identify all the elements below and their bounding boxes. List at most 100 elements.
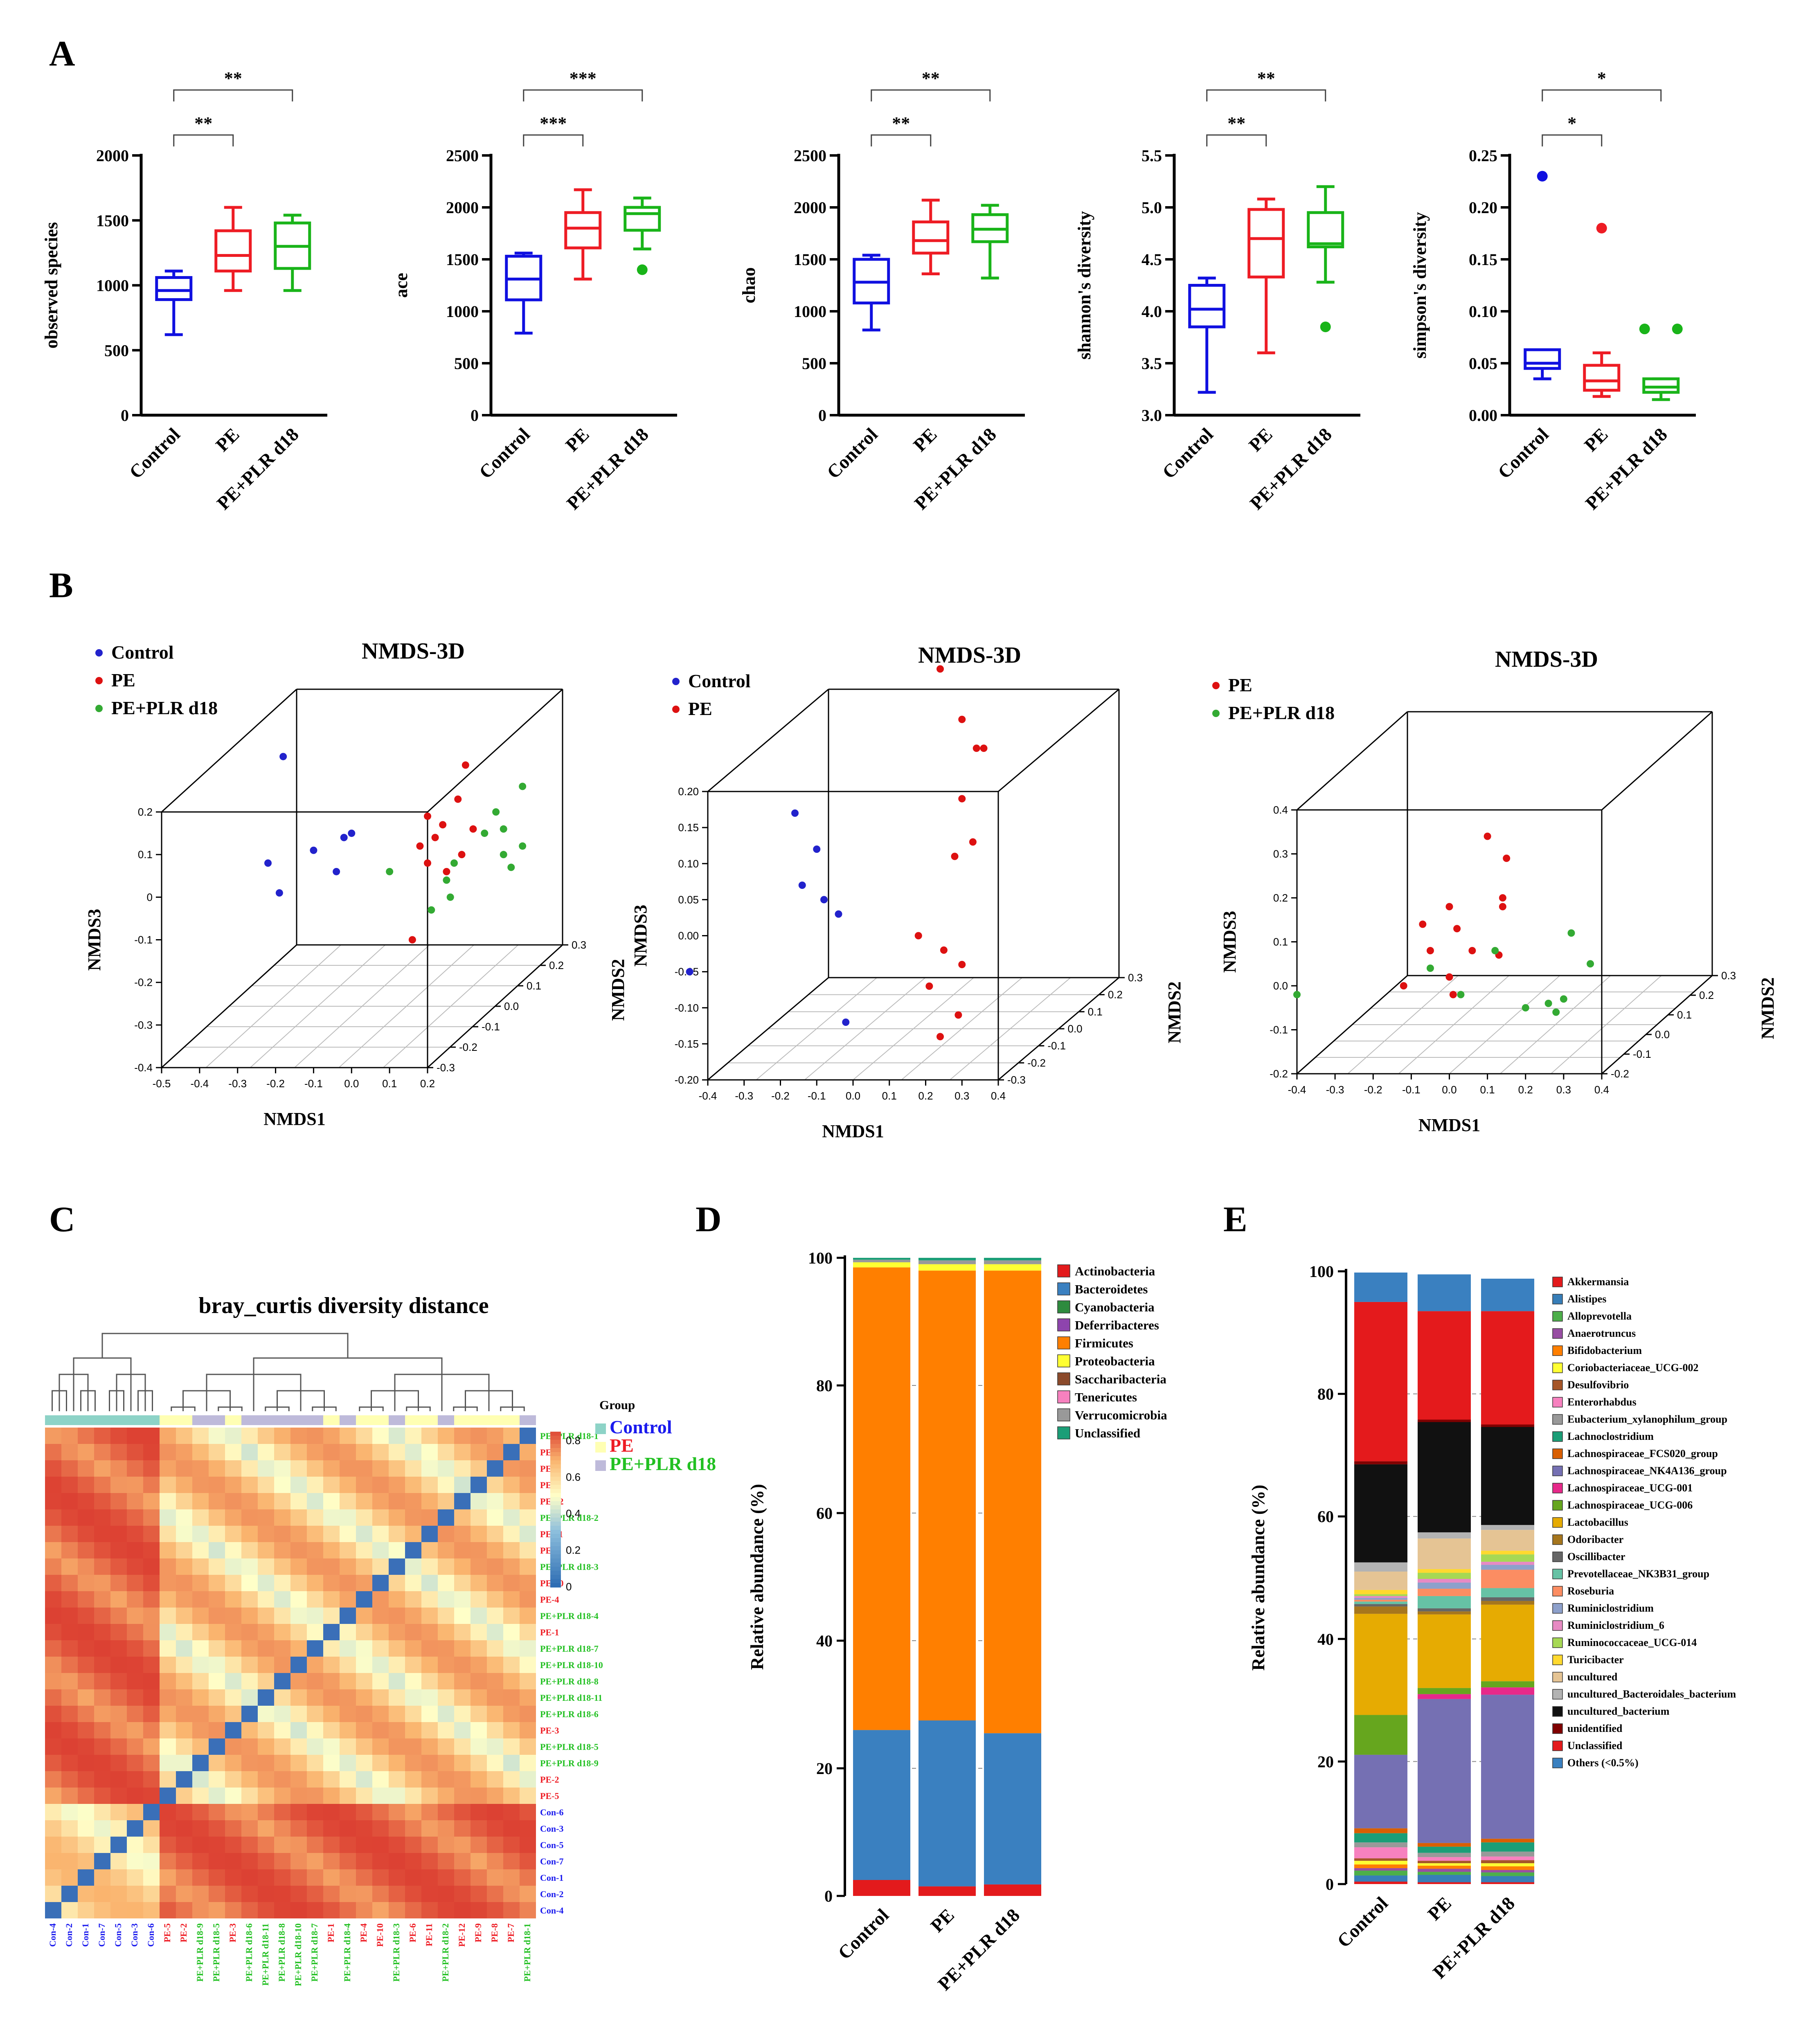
heatmap-cell bbox=[372, 1493, 389, 1509]
heatmap-cell bbox=[94, 1509, 110, 1526]
heatmap-cell bbox=[78, 1820, 94, 1837]
data-point bbox=[1400, 982, 1407, 989]
heatmap-cell bbox=[110, 1738, 127, 1755]
legend-label: Alloprevotella bbox=[1567, 1310, 1632, 1322]
heatmap-cell bbox=[340, 1640, 356, 1657]
data-point bbox=[469, 825, 477, 833]
heatmap-cell bbox=[372, 1624, 389, 1640]
legend-swatch bbox=[1552, 1431, 1563, 1442]
heatmap-cell bbox=[176, 1902, 192, 1918]
row-label: PE+PLR d18-10 bbox=[540, 1660, 603, 1670]
heatmap-cell bbox=[307, 1853, 323, 1869]
heatmap-cell bbox=[192, 1788, 209, 1804]
y-tick-label: 3.5 bbox=[1141, 354, 1162, 373]
heatmap-cell bbox=[94, 1591, 110, 1608]
category-label: PE bbox=[212, 424, 243, 456]
heatmap-cell bbox=[209, 1673, 225, 1689]
dendrogram-branch bbox=[253, 1357, 443, 1411]
colorbar-segment bbox=[550, 1452, 561, 1457]
heatmap-cell bbox=[78, 1428, 94, 1444]
heatmap-cell bbox=[421, 1509, 438, 1526]
heatmap-cell bbox=[372, 1591, 389, 1608]
heatmap-cell bbox=[454, 1837, 471, 1853]
bar-segment-20 bbox=[1418, 1579, 1471, 1583]
heatmap-cell bbox=[160, 1886, 176, 1902]
heatmap-cell bbox=[78, 1722, 94, 1738]
heatmap-cell bbox=[241, 1689, 258, 1706]
heatmap-cell bbox=[127, 1477, 143, 1493]
colorbar-segment bbox=[550, 1518, 561, 1522]
y-tick-label: 0.2 bbox=[549, 959, 564, 971]
heatmap-cell bbox=[110, 1886, 127, 1902]
legend-dot bbox=[672, 706, 680, 713]
heatmap-cell bbox=[372, 1526, 389, 1542]
column-label: PE+PLR d18-5 bbox=[211, 1923, 221, 1982]
bar-segment-22 bbox=[1418, 1569, 1471, 1573]
heatmap-cell bbox=[340, 1526, 356, 1542]
heatmap-cell bbox=[421, 1689, 438, 1706]
heatmap-cell bbox=[176, 1558, 192, 1575]
heatmap-cell bbox=[503, 1575, 520, 1591]
heatmap-cell bbox=[241, 1722, 258, 1738]
heatmap-cell bbox=[307, 1820, 323, 1837]
heatmap-cell bbox=[471, 1673, 487, 1689]
heatmap-cell bbox=[487, 1608, 503, 1624]
x-tick-label: 0.0 bbox=[1442, 1084, 1457, 1096]
bar-segment-4 bbox=[984, 1270, 1041, 1734]
data-point bbox=[940, 946, 948, 954]
dendrogram-branch bbox=[182, 1390, 231, 1411]
heatmap-cell bbox=[110, 1788, 127, 1804]
legend-label: Ruminiclostridium bbox=[1567, 1602, 1654, 1614]
legend-swatch bbox=[1552, 1294, 1563, 1304]
heatmap-cell bbox=[323, 1788, 340, 1804]
heatmap-cell bbox=[307, 1591, 323, 1608]
bar-segment-27 bbox=[1481, 1311, 1534, 1425]
heatmap-cell bbox=[209, 1657, 225, 1673]
data-point bbox=[1491, 947, 1499, 954]
heatmap-cell bbox=[503, 1591, 520, 1608]
x-tick-label: -0.4 bbox=[699, 1090, 717, 1102]
z-tick-label: 0.2 bbox=[138, 806, 153, 818]
heatmap-cell bbox=[503, 1493, 520, 1509]
column-label: PE+PLR d18-7 bbox=[309, 1923, 320, 1982]
heatmap-cell bbox=[290, 1591, 307, 1608]
heatmap-cell bbox=[127, 1706, 143, 1722]
heatmap-cell bbox=[274, 1493, 290, 1509]
heatmap-cell bbox=[176, 1886, 192, 1902]
y-tick-label: 0.1 bbox=[527, 980, 541, 992]
significance-bracket bbox=[1206, 134, 1267, 146]
z-tick-label: 0 bbox=[147, 891, 153, 903]
heatmap-cell bbox=[143, 1869, 160, 1886]
heatmap-cell bbox=[110, 1657, 127, 1673]
heatmap-cell bbox=[520, 1608, 536, 1624]
heatmap-cell bbox=[274, 1738, 290, 1755]
heatmap-cell bbox=[143, 1428, 160, 1444]
heatmap-cell bbox=[143, 1608, 160, 1624]
legend-swatch bbox=[1552, 1363, 1563, 1373]
heatmap-cell bbox=[127, 1837, 143, 1853]
heatmap-cell bbox=[340, 1624, 356, 1640]
category-label: PE bbox=[561, 424, 593, 456]
legend-title: Group bbox=[599, 1398, 635, 1412]
heatmap-cell bbox=[356, 1722, 372, 1738]
heatmap-cell bbox=[209, 1788, 225, 1804]
bar-segment-4 bbox=[919, 1270, 976, 1720]
heatmap-cell bbox=[520, 1477, 536, 1493]
heatmap-cell bbox=[274, 1722, 290, 1738]
group-annotation-cell bbox=[78, 1415, 94, 1425]
heatmap-cell bbox=[290, 1542, 307, 1558]
heatmap-cell bbox=[503, 1886, 520, 1902]
heatmap-cell bbox=[61, 1428, 78, 1444]
colorbar-tick: 0.4 bbox=[566, 1507, 581, 1520]
bar-segment-17 bbox=[1418, 1596, 1471, 1608]
column-label: PE-11 bbox=[424, 1923, 434, 1946]
bar-segment-7 bbox=[1354, 1847, 1407, 1859]
legend-label: PE+PLR d18 bbox=[610, 1453, 716, 1474]
heatmap-cell bbox=[421, 1738, 438, 1755]
x-tick-label: -0.4 bbox=[190, 1077, 209, 1090]
legend-swatch bbox=[1057, 1354, 1070, 1367]
heatmap-cell bbox=[209, 1624, 225, 1640]
heatmap-cell bbox=[389, 1591, 405, 1608]
x-tick-label: -0.4 bbox=[1288, 1084, 1306, 1096]
heatmap-cell bbox=[471, 1837, 487, 1853]
